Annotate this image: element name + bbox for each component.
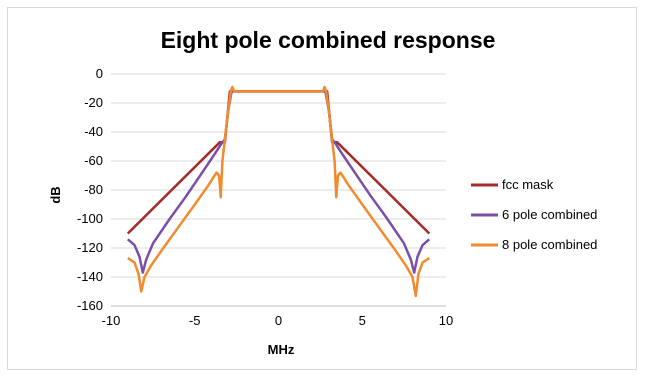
chart-canvas: Eight pole combined response 0 -20 -40 -60 -… (48, 27, 597, 357)
gridlines (111, 73, 446, 278)
y-tick-label: -140 (77, 269, 103, 284)
y-tick-label: -100 (77, 211, 103, 226)
chart-title: Eight pole combined response (161, 27, 496, 53)
x-tick-label: 5 (359, 313, 366, 328)
x-axis-label: MHz (268, 342, 295, 357)
x-tick-label: 10 (439, 313, 453, 328)
x-tick-label: 0 (275, 313, 282, 328)
y-tick-label: -20 (84, 95, 103, 110)
legend-label: fcc mask (502, 177, 554, 192)
x-tick-labels: -10 -5 0 5 10 (102, 313, 454, 328)
y-axis-label: dB (48, 186, 63, 203)
y-tick-label: -160 (77, 298, 103, 313)
chart-frame: Eight pole combined response 0 -20 -40 -60 -… (7, 7, 637, 370)
legend: fcc mask 6 pole combined 8 pole combined (471, 177, 597, 252)
y-tick-label: -80 (84, 182, 103, 197)
y-tick-label: -40 (84, 124, 103, 139)
y-tick-label: 0 (96, 66, 103, 81)
legend-label: 8 pole combined (502, 237, 597, 252)
y-tick-labels: 0 -20 -40 -60 -80 -100 -120 -140 -160 (77, 66, 103, 313)
legend-label: 6 pole combined (502, 207, 597, 222)
y-tick-label: -60 (84, 153, 103, 168)
series-line (127, 85, 430, 298)
series-lines (126, 85, 431, 298)
y-tick-label: -120 (77, 240, 103, 255)
x-tick-label: -10 (102, 313, 121, 328)
x-tick-label: -5 (189, 313, 201, 328)
series-line (126, 90, 431, 274)
